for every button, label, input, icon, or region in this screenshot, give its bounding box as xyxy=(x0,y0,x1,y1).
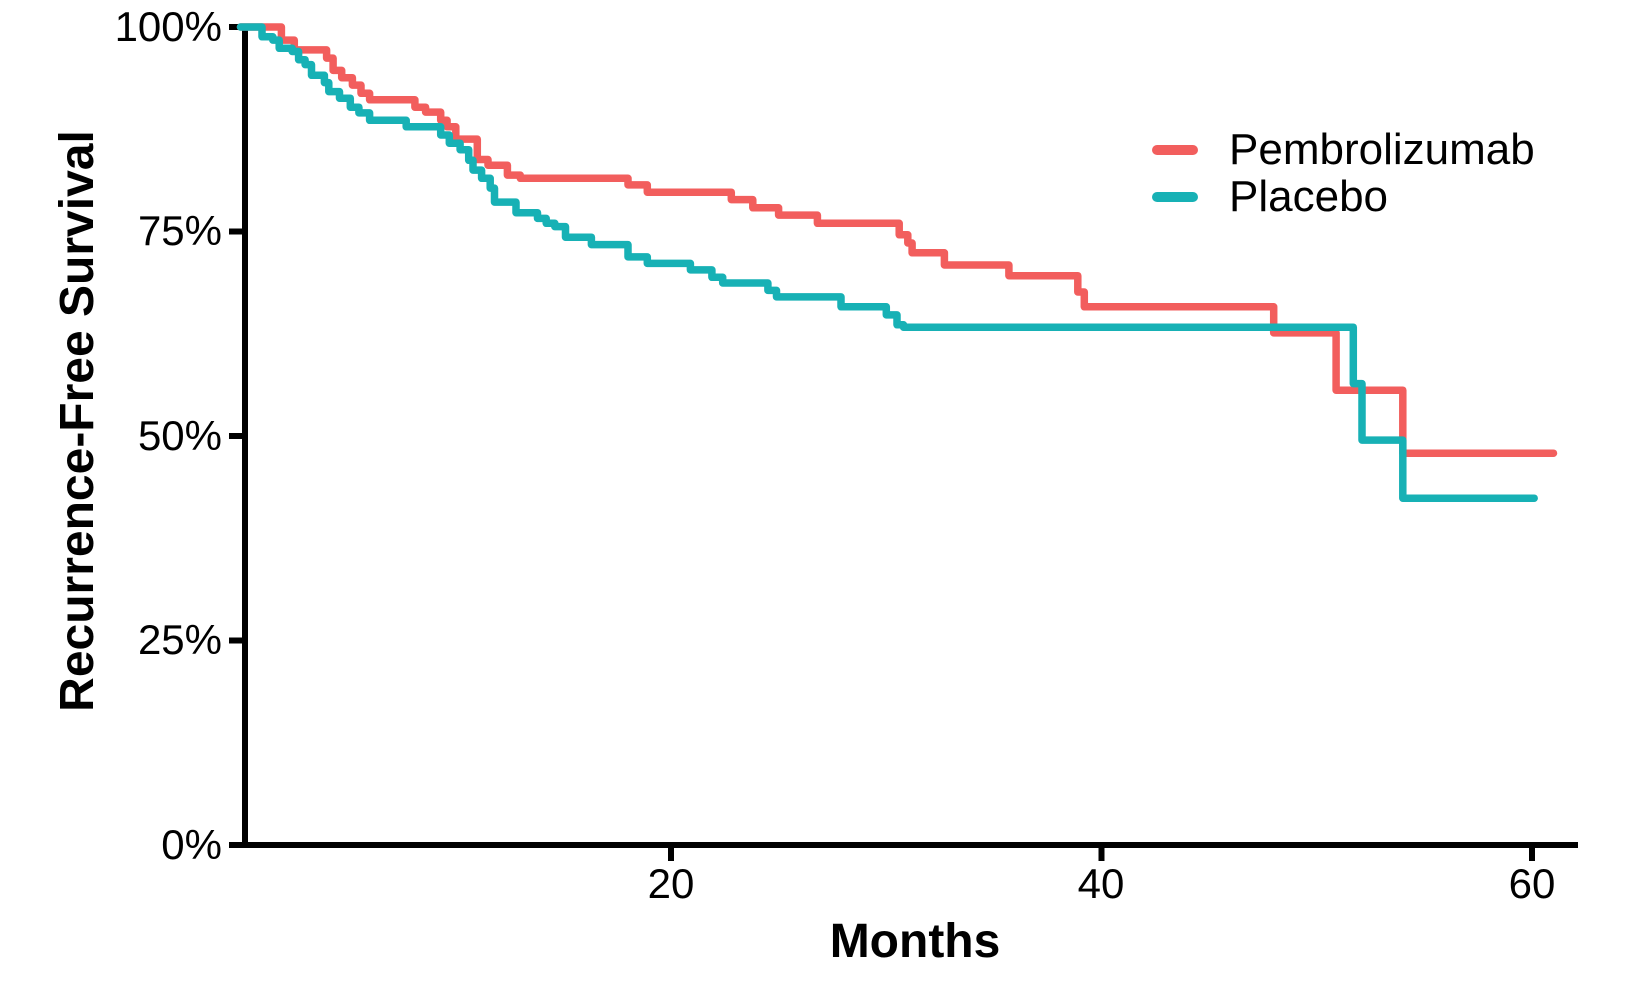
y-tick-label-100: 100% xyxy=(114,3,222,50)
x-tick-label-40: 40 xyxy=(1077,860,1125,907)
legend-label-pembrolizumab: Pembrolizumab xyxy=(1229,124,1535,174)
y-axis-title: Recurrence-Free Survival xyxy=(51,130,104,712)
y-tick-label-75: 75% xyxy=(137,207,222,254)
x-axis-title: Months xyxy=(829,915,1001,968)
legend-label-placebo: Placebo xyxy=(1229,171,1389,221)
y-tick-label-25: 25% xyxy=(137,616,222,663)
y-tick-label-0: 0% xyxy=(161,821,222,868)
y-tick-label-50: 50% xyxy=(137,412,222,459)
legend-item-placebo: Placebo xyxy=(1152,173,1535,220)
x-tick-label-20: 20 xyxy=(647,860,695,907)
legend-key-pembrolizumab-line xyxy=(1152,144,1198,155)
legend: Pembrolizumab Placebo xyxy=(1152,126,1535,220)
legend-key-placebo-line xyxy=(1152,191,1198,202)
x-tick-label-60: 60 xyxy=(1508,860,1556,907)
legend-item-pembrolizumab: Pembrolizumab xyxy=(1152,126,1535,173)
